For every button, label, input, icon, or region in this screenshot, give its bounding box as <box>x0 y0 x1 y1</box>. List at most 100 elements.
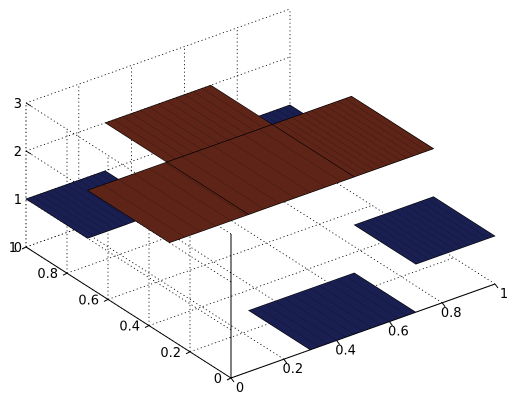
x-tick-label: 0.2 <box>282 362 303 377</box>
surface-mesh-line <box>257 307 320 347</box>
surface-mesh-line <box>336 279 399 319</box>
y-tick-mark <box>144 325 150 329</box>
surface-mesh-line <box>327 282 390 322</box>
surface-mesh-line <box>243 134 326 188</box>
surface-mesh-line <box>118 179 201 232</box>
surface-mesh-line <box>413 203 476 244</box>
surface-mesh-line <box>400 208 463 248</box>
x-tick-mark <box>441 302 446 308</box>
surface-mesh-line <box>387 213 449 253</box>
surface-mesh-line <box>420 201 482 241</box>
surface-mesh-line <box>380 215 443 255</box>
surface-mesh-line <box>338 100 421 154</box>
surface-mesh-line <box>305 112 388 166</box>
surface-mesh-line <box>301 291 364 332</box>
z-tick-mark <box>25 246 32 251</box>
x-tick-mark <box>230 377 235 383</box>
grid-line <box>189 257 455 353</box>
surface-mesh-line <box>149 168 232 221</box>
surface-mesh-line <box>278 122 361 175</box>
grid-line <box>78 227 285 360</box>
surface-mesh-line <box>266 304 328 344</box>
x-tick-mark <box>388 321 393 326</box>
surface-mesh-line <box>275 300 337 341</box>
grid-line <box>66 178 332 274</box>
y-tick-label: 0.2 <box>160 346 181 361</box>
grid-line <box>25 56 291 152</box>
surface-mesh-line <box>193 91 255 131</box>
surface-mesh-line <box>65 184 128 225</box>
surface-mesh-line <box>157 103 220 144</box>
grid-line <box>184 190 390 322</box>
surface-mesh-line <box>52 189 114 230</box>
surface-mesh-line <box>318 107 401 161</box>
x-tick-label: 0.6 <box>388 325 409 340</box>
surface-mesh-line <box>325 105 408 159</box>
y-axis-line <box>25 246 232 379</box>
grid-line <box>236 171 443 304</box>
y-tick-label: 0.4 <box>119 320 140 335</box>
z-tick-label: 0 <box>14 241 22 256</box>
surface-mesh-line <box>344 98 427 152</box>
surface-mesh-line <box>175 97 238 138</box>
surface-mesh-line <box>360 222 423 262</box>
surface-mesh-line <box>331 103 414 156</box>
surface-mesh-line <box>201 88 264 128</box>
surface-mesh-line <box>283 297 346 338</box>
z-tick-mark <box>25 102 32 107</box>
grid-line <box>25 102 232 235</box>
surface-mesh-line <box>182 156 265 210</box>
x-tick-label: 0 <box>236 381 244 396</box>
surface-mesh-line <box>113 119 176 160</box>
surface-mesh-line <box>149 106 211 147</box>
surface-mesh-line <box>184 94 246 135</box>
x-tick-label: 0.8 <box>441 306 462 321</box>
y-tick-mark <box>62 272 68 276</box>
y-tick-mark <box>21 246 27 250</box>
grid-line <box>25 152 291 248</box>
y-tick-mark <box>103 298 109 302</box>
surface-mesh-line <box>166 100 229 141</box>
surface-mesh-line <box>131 113 194 153</box>
surface-mesh-line <box>32 196 95 237</box>
x-tick-label: 0.4 <box>335 343 356 358</box>
surface-mesh-line <box>58 187 121 227</box>
surface-mesh-line <box>367 220 430 260</box>
surface-mesh-line <box>140 110 202 150</box>
x-tick-mark <box>283 358 288 364</box>
y-tick-label: 0 <box>214 372 222 387</box>
surface-mesh-line <box>345 275 408 316</box>
surface-mesh-line <box>298 114 381 168</box>
surface-mesh-line <box>39 194 101 234</box>
surface-mesh-line <box>122 116 185 156</box>
surface-mesh-line <box>285 119 368 173</box>
surface-mesh-line <box>164 162 247 216</box>
surface-mesh-line <box>72 182 134 222</box>
grid-line <box>131 209 337 341</box>
surface-mesh-line <box>102 184 185 238</box>
surface-mesh-line <box>374 217 436 258</box>
surface-mesh-line <box>133 173 216 227</box>
surface-mesh-line <box>426 198 489 239</box>
surface-mesh-line <box>319 285 381 325</box>
surface-mesh-line <box>228 140 311 193</box>
surface-mesh-line <box>45 191 108 232</box>
y-tick-label: 0.6 <box>78 293 99 308</box>
surface-mesh-line <box>311 110 394 163</box>
grid-line <box>25 8 291 104</box>
y-tick-label: 1 <box>9 241 17 256</box>
surface-mesh-line <box>292 117 375 170</box>
surface-mesh-line <box>310 288 372 329</box>
surface-mesh-line <box>407 205 469 246</box>
surface-patches <box>25 84 496 351</box>
grid-line <box>107 205 373 300</box>
z-tick-label: 3 <box>14 97 22 112</box>
z-tick-label: 2 <box>14 145 22 160</box>
y-tick-label: 0.8 <box>37 267 58 282</box>
x-tick-label: 1 <box>500 287 508 302</box>
z-tick-mark <box>25 150 32 155</box>
surface-mesh-line <box>393 210 456 251</box>
x-tick-mark <box>494 283 499 289</box>
